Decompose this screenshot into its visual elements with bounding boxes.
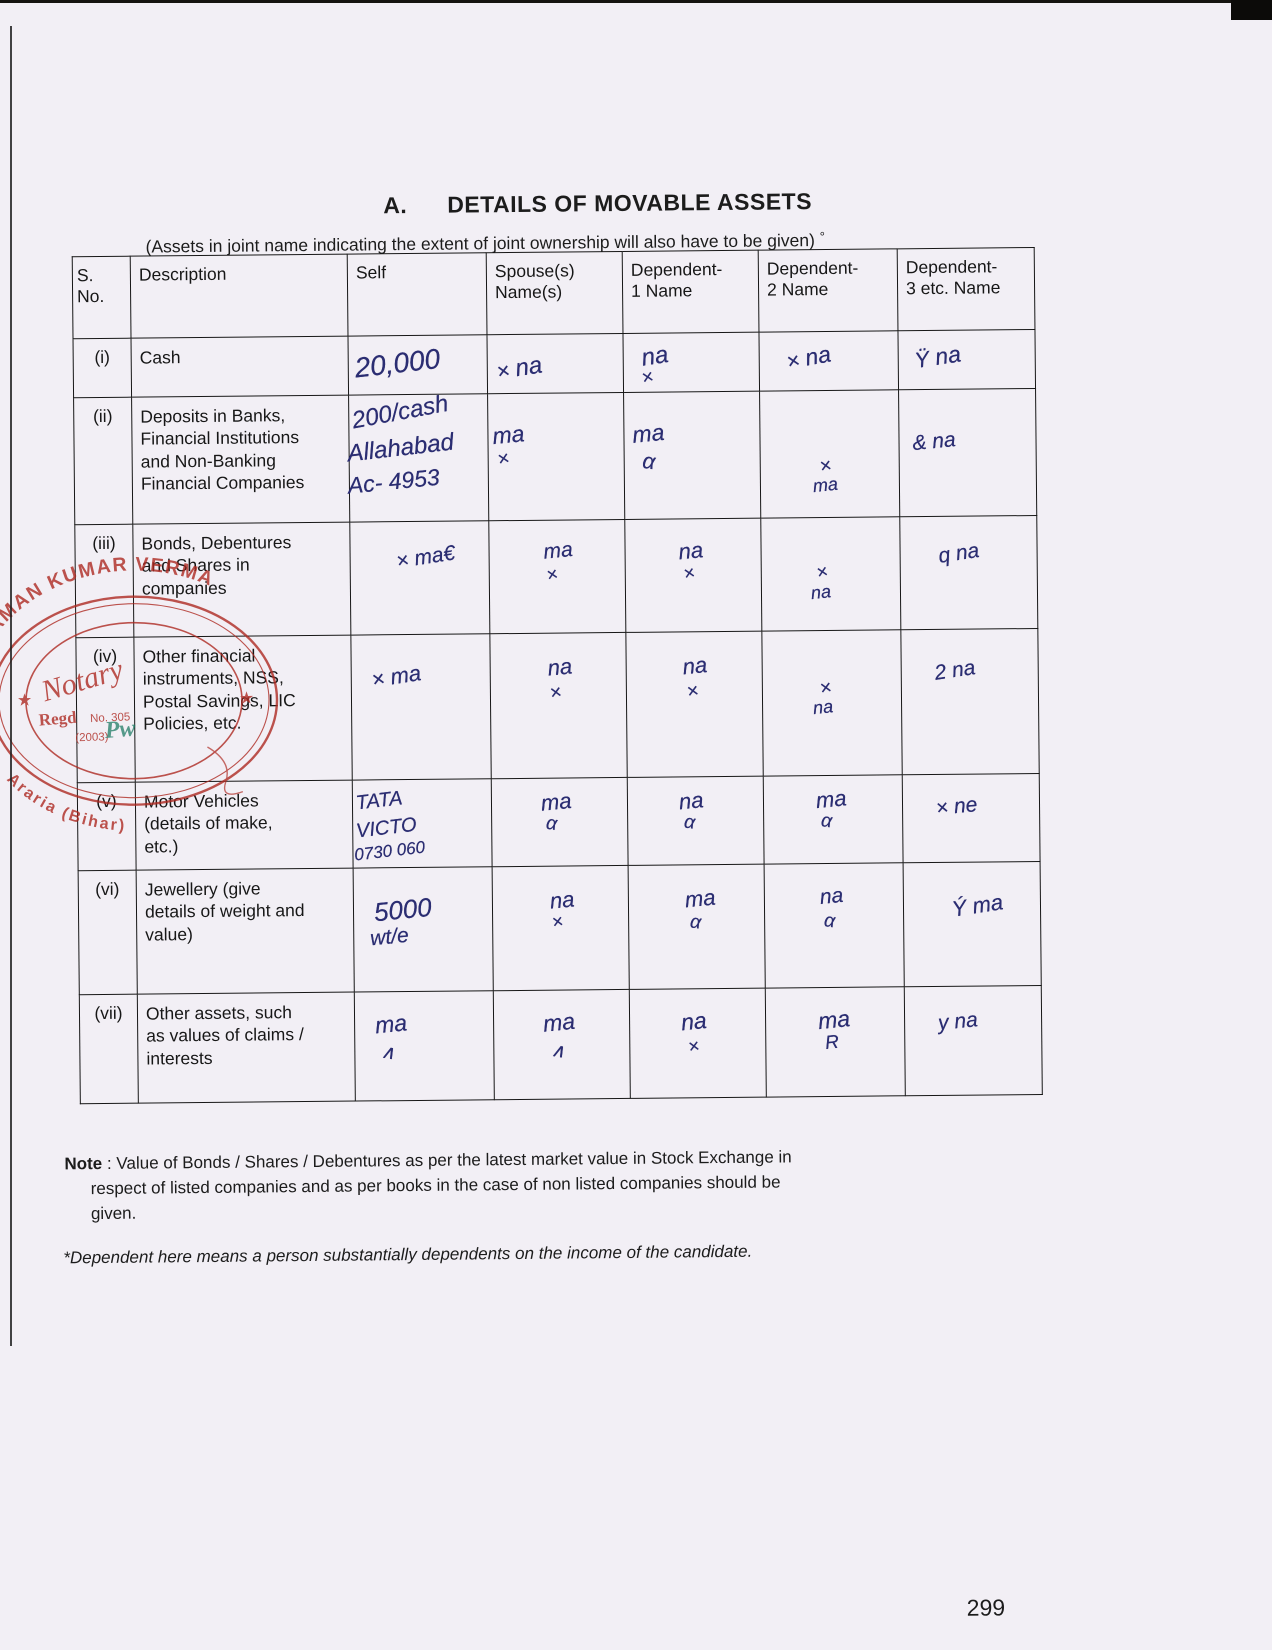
- svg-text:★: ★: [17, 691, 32, 710]
- svg-text:Pw: Pw: [103, 715, 138, 744]
- svg-text:Notary: Notary: [37, 653, 128, 709]
- svg-text:★: ★: [239, 689, 254, 708]
- svg-text:Regd: Regd: [38, 708, 78, 730]
- svg-text:(2003): (2003): [75, 731, 109, 744]
- svg-text:RAMAN KUMAR VERMA: RAMAN KUMAR VERMA: [0, 553, 218, 651]
